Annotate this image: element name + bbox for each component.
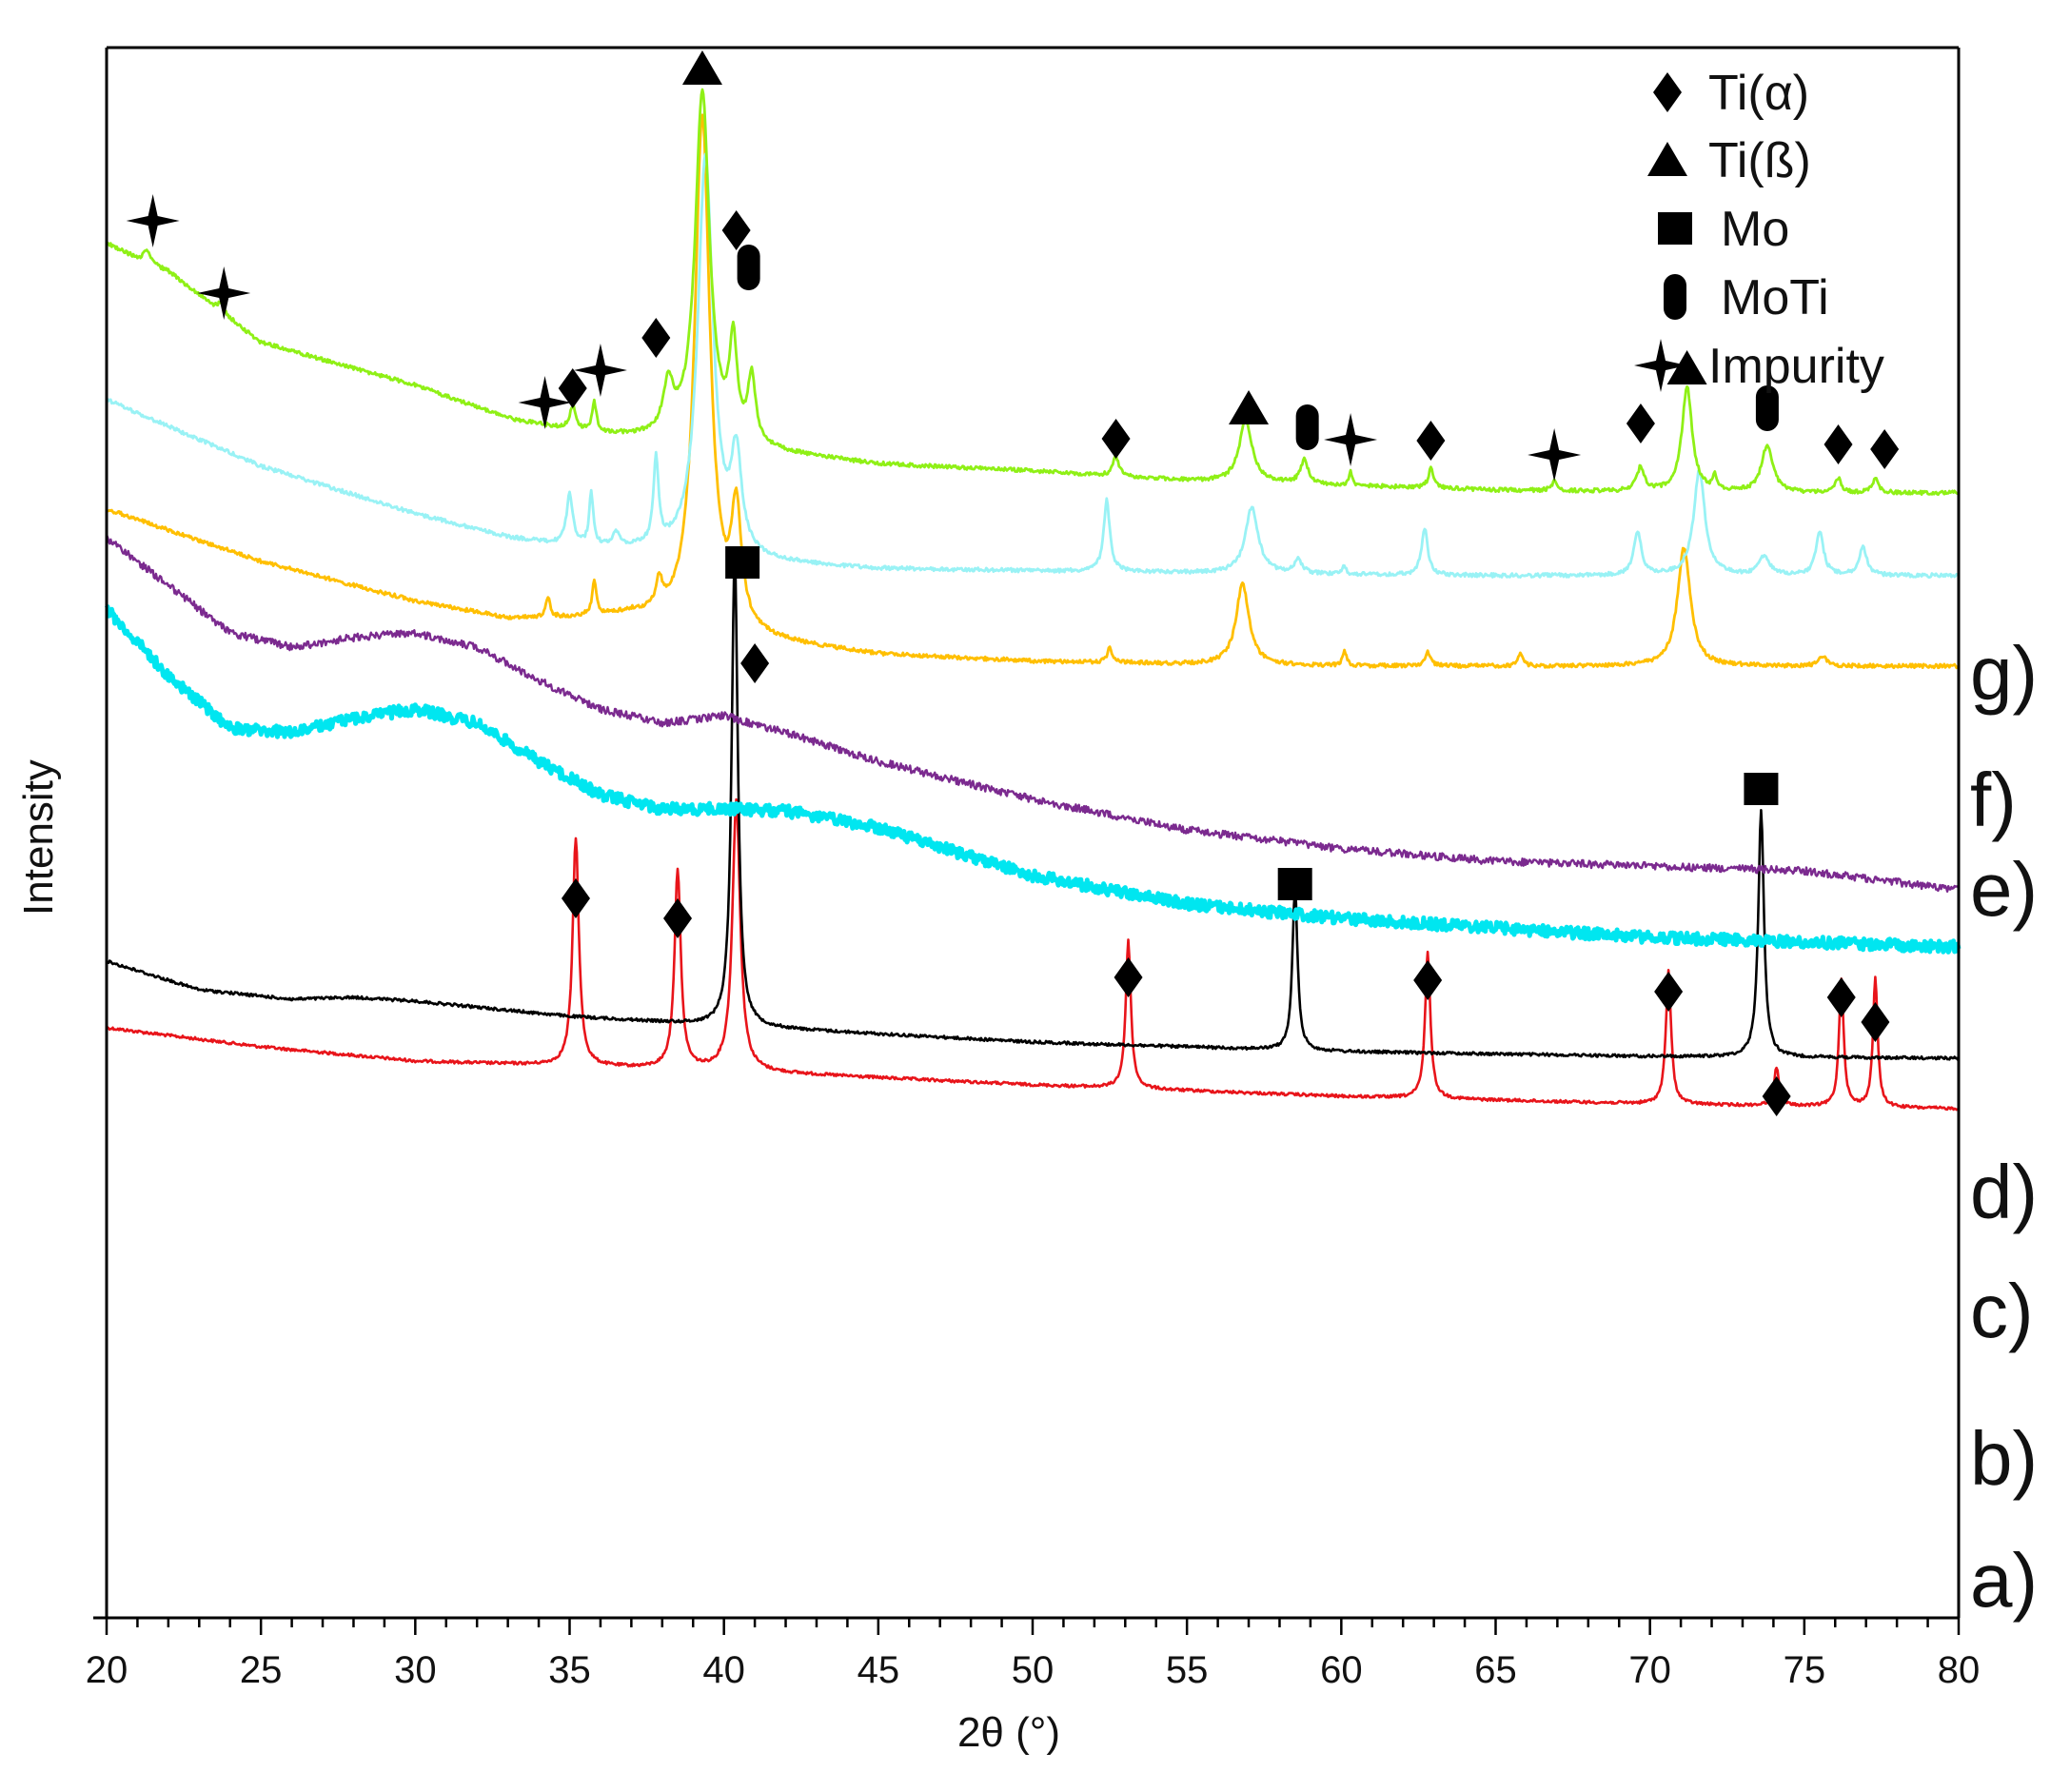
legend-label: Ti(ß) [1708,133,1811,188]
x-tick-label: 20 [86,1649,128,1691]
legend-symbol-star [1634,339,1687,392]
curve-label-g: g) [1970,631,2038,716]
legend-label: Impurity [1708,339,1884,394]
diamond-marker [558,368,587,408]
x-tick-label: 80 [1938,1649,1981,1691]
x-tick-label: 65 [1474,1649,1517,1691]
triangle-marker [1229,390,1270,424]
curve-label-c: c) [1970,1269,2034,1353]
star-marker [573,344,627,397]
x-tick-label: 25 [240,1649,283,1691]
legend-label: Mo [1721,202,1789,257]
x-tick-label: 75 [1784,1649,1826,1691]
legend-symbol-diamond [1653,72,1682,112]
series-d [105,534,1961,893]
capsule-marker [1755,385,1779,431]
diamond-marker [1626,404,1655,443]
series-f [105,152,1960,579]
curve-label-b: b) [1970,1416,2038,1501]
diamond-marker [663,898,693,938]
diamond-marker [1101,419,1131,459]
y-axis-title: Intensity [15,759,62,916]
diamond-marker [1824,424,1853,464]
diamond-marker [561,878,590,918]
x-tick-label: 40 [702,1649,745,1691]
peak-markers [126,50,1900,1116]
x-ticks: 20 25 30 35 40 45 50 55 60 65 70 75 80 [86,1618,1981,1691]
capsule-marker [737,245,760,290]
diamond-marker [1762,1076,1791,1116]
x-axis-title: 2θ (°) [957,1709,1060,1756]
x-tick-label: 50 [1012,1649,1055,1691]
capsule-marker [1664,274,1686,320]
curve-labels: a) b) c) d) e)f) g) [1970,631,2038,1623]
diamond-marker [1654,972,1684,1012]
diamond-marker [1416,421,1446,461]
triangle-marker [681,50,722,85]
star-marker [197,266,251,320]
diamond-marker [1861,1002,1890,1042]
diamond-marker [641,318,671,358]
x-tick-label: 35 [548,1649,591,1691]
x-tick-label: 45 [858,1649,900,1691]
series-c [104,604,1962,955]
capsule-marker [1295,404,1319,450]
legend-label: MoTi [1721,270,1829,325]
series-g [105,88,1960,497]
star-marker [126,194,180,247]
curve-label-e: e) [1970,847,2038,932]
legend: Ti(α) Ti(ß) Mo MoTi Impurity [1634,66,1884,394]
legend-symbol-capsule [1664,274,1686,320]
diamond-marker [1826,977,1856,1017]
star-marker [1324,413,1378,466]
curves-layer [104,88,1962,1112]
legend-label: Ti(α) [1708,66,1809,121]
diamond-marker [1114,957,1143,997]
star-marker [518,376,572,429]
diamond-marker [740,643,770,683]
legend-symbol-square [1658,212,1692,245]
diamond-marker [1653,72,1682,112]
diamond-marker [1870,429,1900,469]
star-marker [1528,428,1582,482]
curve-label-d: d) [1970,1150,2038,1234]
legend-symbol-triangle [1647,142,1687,176]
axes-layer [93,46,1961,1620]
square-marker [725,546,760,579]
diamond-marker [721,210,751,250]
x-tick-label: 60 [1320,1649,1363,1691]
series-a [106,798,1960,1112]
x-tick-label: 70 [1628,1649,1671,1691]
x-tick-label: 30 [394,1649,437,1691]
x-tick-label: 55 [1166,1649,1209,1691]
series-e [105,113,1960,670]
curve-label-a: a) [1970,1538,2038,1623]
square-marker [1658,212,1692,245]
diamond-marker [1413,960,1443,1000]
triangle-marker [1666,350,1707,384]
star-marker [1634,339,1687,392]
square-marker [1744,773,1779,805]
series-b [105,558,1960,1061]
curve-label-f: f) [1970,758,2017,842]
square-marker [1277,868,1312,900]
triangle-marker [1647,142,1687,176]
